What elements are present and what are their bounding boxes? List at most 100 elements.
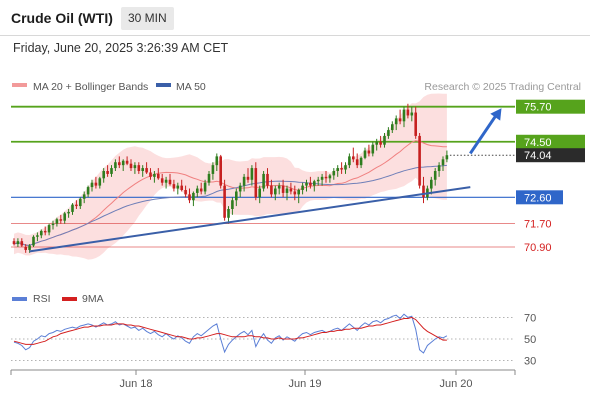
rsi-tick-50: 50 xyxy=(524,334,536,346)
candle-body xyxy=(188,194,191,201)
candle-body xyxy=(176,185,180,189)
timeframe-button[interactable]: 30 MIN xyxy=(121,7,174,30)
candle-body xyxy=(352,156,355,160)
candle-body xyxy=(285,188,289,193)
candle-body xyxy=(422,185,425,198)
level-label-70.90: 70.90 xyxy=(524,242,552,254)
candle-body xyxy=(410,112,414,116)
candle-body xyxy=(246,176,250,180)
candle-body xyxy=(270,185,273,195)
candle-body xyxy=(301,185,304,190)
trendlines xyxy=(29,108,502,253)
candle-body xyxy=(355,159,359,166)
candle-body xyxy=(277,185,281,189)
candle-body xyxy=(281,185,285,193)
candle-body xyxy=(40,230,43,236)
rsi-tick-30: 30 xyxy=(524,356,536,368)
candle-body xyxy=(75,204,78,207)
source-credit: Research © 2025 Trading Central xyxy=(424,81,581,93)
candle-body xyxy=(82,194,86,199)
candle-body xyxy=(340,168,343,170)
time-axis: Jun 18 Jun 19 Jun 20 xyxy=(10,369,516,390)
legend-label-ma50: MA 50 xyxy=(176,81,206,93)
candle-body xyxy=(98,178,102,186)
rsi-line xyxy=(13,313,448,354)
candle-body xyxy=(379,141,382,145)
candle-body xyxy=(223,185,226,218)
candle-body xyxy=(235,191,238,201)
candle-body xyxy=(145,168,148,173)
candle-body xyxy=(180,185,183,190)
header-divider xyxy=(0,35,590,36)
candle-body xyxy=(211,165,215,174)
rsi-9ma-line xyxy=(13,316,447,345)
candle-body xyxy=(106,171,109,174)
legend-swatch-9ma xyxy=(62,297,77,301)
time-tick-label: Jun 19 xyxy=(288,378,321,390)
candle-body xyxy=(32,236,35,246)
candle-body xyxy=(242,176,246,186)
legend-label-9ma: 9MA xyxy=(82,293,104,305)
candle-body xyxy=(43,230,47,233)
legend-swatch-rsi xyxy=(12,297,27,301)
candle-body xyxy=(28,245,31,250)
candle-body xyxy=(344,165,347,170)
candle-body xyxy=(110,168,113,174)
candle-body xyxy=(418,135,421,186)
candle-body xyxy=(231,200,234,209)
rsi-tick-70: 70 xyxy=(524,312,536,324)
legend-label-bollinger: MA 20 + Bollinger Bands xyxy=(33,81,148,93)
legend-label-rsi: RSI xyxy=(33,293,51,305)
candle-body xyxy=(118,162,121,166)
candle-body xyxy=(207,173,211,183)
candle-body xyxy=(336,168,339,171)
level-tag-74.04 xyxy=(516,148,585,163)
level-label-71.70: 71.70 xyxy=(524,219,552,231)
level-label-74.04: 74.04 xyxy=(524,150,552,162)
candle-body xyxy=(371,144,375,154)
candle-body xyxy=(199,188,203,192)
candle-body xyxy=(406,109,410,116)
candle-body xyxy=(16,241,20,245)
projection-arrow-shaft xyxy=(469,112,499,155)
candle-body xyxy=(36,235,39,237)
candle-body xyxy=(437,165,441,171)
candle-body xyxy=(227,209,230,218)
candle-body xyxy=(20,241,24,246)
candle-body xyxy=(149,172,152,177)
candle-body xyxy=(305,182,308,186)
candle-body xyxy=(47,225,51,233)
level-label-75.70: 75.70 xyxy=(524,102,552,114)
support-trendline xyxy=(29,186,471,253)
candle-body xyxy=(414,112,417,136)
level-tag-74.50 xyxy=(516,134,585,149)
candle-body xyxy=(332,171,336,176)
candle-body xyxy=(12,241,16,245)
candle-body xyxy=(359,157,363,166)
candle-body xyxy=(219,156,222,186)
bollinger-band-fill xyxy=(14,93,447,260)
candle-body xyxy=(398,118,402,122)
candle-body xyxy=(262,173,265,189)
projection-arrow-head xyxy=(490,108,502,121)
candle-body xyxy=(71,204,74,212)
candle-body xyxy=(203,182,207,192)
candle-body xyxy=(51,223,55,226)
candle-body xyxy=(153,173,156,177)
candle-body xyxy=(391,124,394,131)
candle-body xyxy=(297,190,300,195)
candle-body xyxy=(125,160,129,164)
candle-body xyxy=(266,173,269,186)
time-tick-label: Jun 18 xyxy=(119,378,152,390)
candle-body xyxy=(433,171,437,180)
moving-averages xyxy=(13,140,447,246)
candle-body xyxy=(137,165,141,171)
rsi-legend: RSI 9MA xyxy=(12,293,104,305)
candle-body xyxy=(55,219,59,224)
candle-body xyxy=(441,159,445,166)
candle-body xyxy=(90,182,94,188)
candle-body xyxy=(383,135,386,145)
candle-body xyxy=(172,184,176,189)
candles xyxy=(12,103,449,253)
